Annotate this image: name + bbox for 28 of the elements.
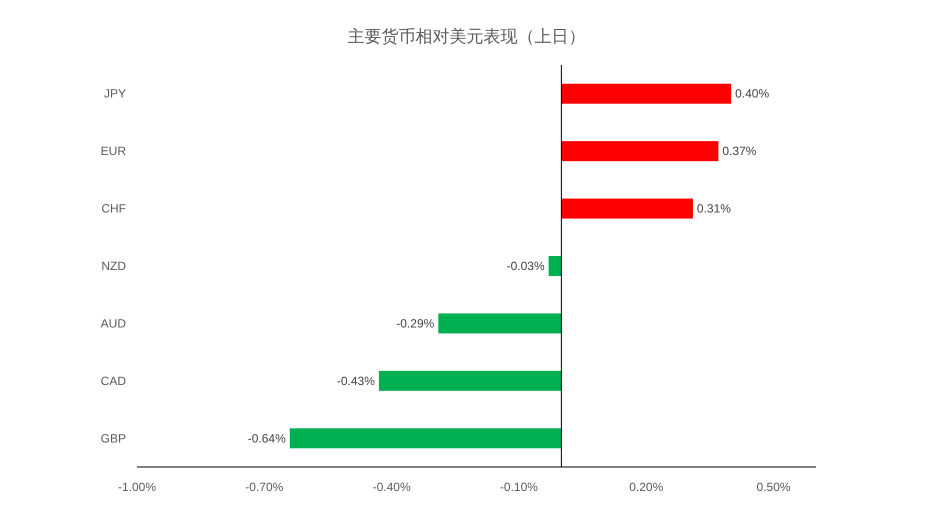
x-tick-label: -0.40% bbox=[372, 480, 411, 494]
bar bbox=[290, 428, 562, 448]
data-label: -0.43% bbox=[336, 374, 376, 388]
y-tick-label: AUD bbox=[100, 316, 126, 330]
y-tick-label: EUR bbox=[100, 144, 126, 158]
chart-title: 主要货币相对美元表现（上日） bbox=[348, 27, 586, 46]
data-label: -0.03% bbox=[506, 259, 545, 273]
y-tick-label: GBP bbox=[100, 431, 126, 446]
bar bbox=[438, 313, 562, 334]
data-label: 0.40% bbox=[735, 86, 770, 101]
data-label: -0.29% bbox=[396, 316, 435, 330]
data-label: 0.37% bbox=[722, 144, 757, 158]
data-label: 0.31% bbox=[696, 202, 732, 216]
bar bbox=[548, 256, 562, 276]
data-label: -0.64% bbox=[248, 431, 286, 446]
y-tick-label: CHF bbox=[101, 202, 126, 216]
bar bbox=[561, 198, 693, 219]
y-tick-label: JPY bbox=[104, 86, 126, 101]
y-tick-label: CAD bbox=[100, 374, 126, 388]
bar bbox=[378, 370, 562, 391]
x-tick-label: -1.00% bbox=[118, 480, 156, 494]
y-tick-label: NZD bbox=[101, 259, 126, 273]
x-tick-label: 0.50% bbox=[756, 480, 791, 494]
x-tick-label: 0.20% bbox=[629, 480, 664, 494]
bar bbox=[561, 84, 732, 104]
x-tick-label: -0.10% bbox=[500, 480, 538, 494]
x-tick-label: -0.70% bbox=[245, 480, 284, 494]
bar bbox=[561, 141, 718, 162]
